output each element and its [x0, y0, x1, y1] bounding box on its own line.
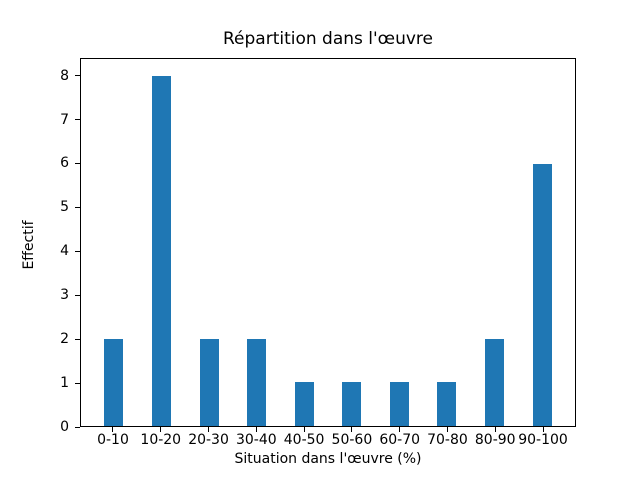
y-tick-label: 2 [60, 331, 69, 348]
bar-60-70 [389, 382, 409, 426]
y-tick-label: 7 [60, 111, 69, 128]
y-tick-label: 4 [60, 243, 69, 260]
y-tick-label: 1 [60, 375, 69, 392]
bar-40-50 [294, 382, 314, 426]
x-tick-mark [351, 427, 353, 432]
x-tick-label: 40-50 [283, 432, 325, 448]
x-tick-mark [112, 427, 114, 432]
y-tick-mark [75, 75, 80, 77]
bar-90-100 [532, 163, 552, 426]
x-tick-label: 20-30 [188, 432, 229, 448]
y-tick-label: 3 [60, 287, 69, 304]
x-tick-label: 50-60 [331, 432, 373, 448]
y-tick-label: 5 [60, 199, 69, 216]
y-tick-mark [75, 426, 80, 428]
x-tick-label: 30-40 [235, 432, 277, 448]
y-tick-mark [75, 162, 80, 164]
x-tick-label: 60-70 [379, 432, 421, 448]
x-tick-label: 70-80 [427, 432, 468, 448]
y-axis-label-text: Effectif [21, 220, 37, 270]
bars-layer [81, 59, 575, 426]
y-tick-mark [75, 338, 80, 340]
x-tick-label: 10-20 [140, 432, 182, 448]
y-tick-label: 6 [60, 155, 69, 172]
y-tick-mark [75, 250, 80, 252]
x-tick-label: 80-90 [474, 432, 516, 448]
bar-10-20 [151, 76, 171, 426]
x-tick-mark [255, 427, 257, 432]
bar-80-90 [485, 338, 505, 426]
x-tick-mark [160, 427, 162, 432]
y-tick-mark [75, 382, 80, 384]
x-tick-mark [446, 427, 448, 432]
x-tick-mark [542, 427, 544, 432]
x-tick-label: 90-100 [518, 432, 568, 448]
bar-70-80 [437, 382, 457, 426]
bar-50-60 [342, 382, 362, 426]
x-tick-mark [399, 427, 401, 432]
y-tick-label: 0 [60, 419, 69, 435]
x-tick-mark [303, 427, 305, 432]
x-tick-mark [494, 427, 496, 432]
chart-title: Répartition dans l'œuvre [222, 29, 433, 49]
bar-0-10 [104, 338, 124, 426]
y-tick-label: 8 [60, 67, 69, 84]
plot-area [80, 58, 576, 427]
bar-30-40 [247, 338, 267, 426]
y-tick-mark [75, 294, 80, 296]
y-tick-mark [75, 119, 80, 120]
x-tick-label: 0-10 [97, 432, 129, 448]
y-tick-mark [75, 206, 80, 208]
x-tick-mark [208, 427, 210, 432]
x-axis-label: Situation dans l'œuvre (%) [234, 451, 422, 467]
bar-20-30 [199, 338, 219, 426]
